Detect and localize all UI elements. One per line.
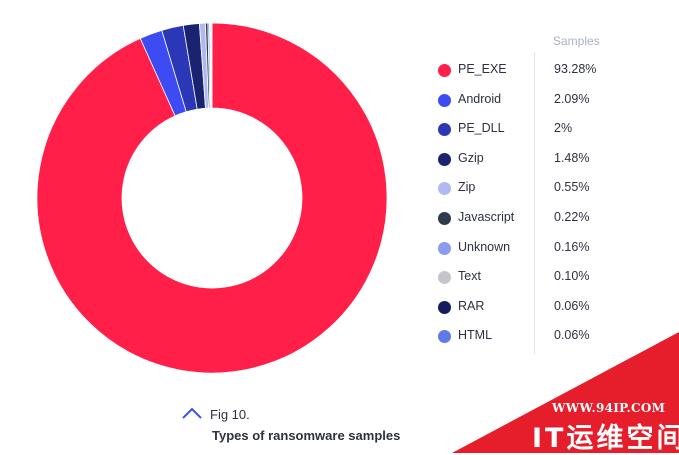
legend-item[interactable]: Android 2.09% xyxy=(438,91,638,111)
watermark-url: WWW.94IP.COM xyxy=(552,401,666,415)
legend-label: PE_DLL xyxy=(458,121,505,136)
legend-label: Text xyxy=(458,269,481,284)
figure-label: Fig 10. xyxy=(210,407,250,422)
legend-swatch xyxy=(438,64,451,77)
legend-swatch xyxy=(438,271,451,285)
legend-value: 0.10% xyxy=(554,269,590,284)
legend-label: RAR xyxy=(458,298,485,313)
legend-swatch xyxy=(438,152,451,166)
legend-value: 0.06% xyxy=(554,298,590,313)
legend-item[interactable]: RAR 0.06% xyxy=(438,298,638,318)
legend-header: Samples xyxy=(553,34,600,48)
legend-item[interactable]: Text 0.10% xyxy=(438,268,638,288)
legend-divider xyxy=(534,52,535,354)
legend-value: 0.06% xyxy=(554,328,590,343)
legend-value: 0.55% xyxy=(554,180,590,195)
legend-item[interactable]: Unknown 0.16% xyxy=(438,239,638,259)
legend-swatch xyxy=(438,241,451,255)
legend-value: 0.16% xyxy=(554,239,590,254)
legend-swatch xyxy=(438,330,451,344)
legend-item[interactable]: PE_EXE 93.28% xyxy=(438,61,638,81)
legend-value: 2% xyxy=(554,121,573,136)
donut-slices xyxy=(36,22,388,374)
watermark-name: IT运维空间 xyxy=(532,423,679,454)
legend-label: Unknown xyxy=(458,239,511,254)
legend-swatch xyxy=(438,123,451,137)
legend-item[interactable]: Gzip 1.48% xyxy=(438,150,638,170)
legend-swatch xyxy=(438,212,451,225)
legend-swatch xyxy=(438,300,451,314)
figure-title: Types of ransomware samples xyxy=(212,428,401,443)
legend-swatch xyxy=(438,182,451,196)
legend-value: 1.48% xyxy=(554,150,590,165)
legend-label: PE_EXE xyxy=(458,62,507,76)
legend-label: Javascript xyxy=(458,210,515,224)
legend-label: Gzip xyxy=(458,150,484,165)
legend-item[interactable]: HTML 0.06% xyxy=(438,327,638,347)
legend-value: 93.28% xyxy=(554,62,597,76)
legend-item[interactable]: Javascript 0.22% xyxy=(438,209,638,229)
legend-label: HTML xyxy=(458,328,493,343)
legend: Samples PE_EXE 93.28% Android 2.09% PE_DLL 2%… xyxy=(438,0,638,360)
legend-value: 2.09% xyxy=(554,91,590,106)
donut-chart xyxy=(36,22,388,374)
legend-label: Android xyxy=(458,91,502,106)
chevron-up-icon[interactable] xyxy=(182,407,202,419)
legend-value: 0.22% xyxy=(554,210,590,224)
slice-pe-exe[interactable] xyxy=(36,22,388,374)
legend-label: Zip xyxy=(458,180,476,195)
slice-html[interactable] xyxy=(210,22,213,109)
legend-item[interactable]: Zip 0.55% xyxy=(438,179,638,199)
legend-item[interactable]: PE_DLL 2% xyxy=(438,120,638,140)
legend-swatch xyxy=(438,93,451,107)
